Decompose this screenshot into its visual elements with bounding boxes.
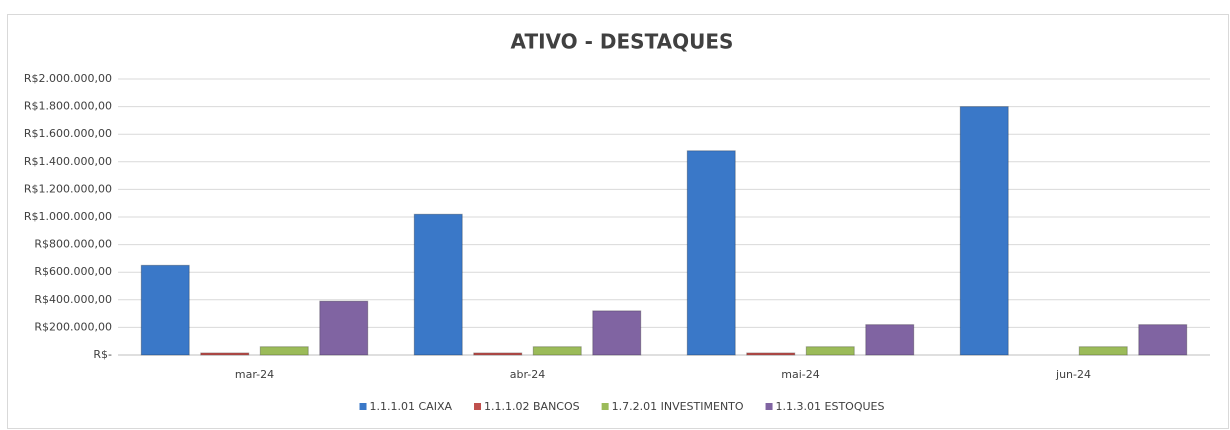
bar	[259, 346, 309, 356]
x-tick-label: abr-24	[510, 368, 546, 381]
legend-label: 1.1.1.01 CAIXA	[370, 400, 453, 413]
legend-label: 1.1.3.01 ESTOQUES	[776, 400, 885, 413]
x-tick-label: mar-24	[235, 368, 274, 381]
bar	[200, 352, 250, 356]
x-tick-label: mai-24	[781, 368, 819, 381]
bar	[959, 106, 1009, 356]
legend-swatch	[359, 403, 367, 410]
bar	[865, 324, 915, 356]
legend-label: 1.1.1.02 BANCOS	[484, 400, 580, 413]
bar	[1078, 346, 1128, 356]
chart-frame	[7, 14, 1229, 429]
bar	[746, 352, 796, 356]
legend-label: 1.7.2.01 INVESTIMENTO	[612, 400, 744, 413]
legend-swatch	[601, 403, 609, 410]
x-tick-label: jun-24	[1055, 368, 1091, 381]
y-tick-label: R$2.000.000,00	[24, 72, 112, 85]
chart-title: ATIVO - DESTAQUES	[511, 30, 734, 54]
bar	[1138, 324, 1188, 356]
y-tick-label: R$-	[93, 348, 112, 361]
bar	[140, 264, 190, 356]
bar	[592, 310, 642, 356]
legend-swatch	[765, 403, 773, 410]
y-tick-label: R$1.800.000,00	[24, 100, 112, 113]
y-tick-label: R$1.400.000,00	[24, 155, 112, 168]
y-tick-label: R$200.000,00	[34, 320, 112, 333]
bar	[532, 346, 582, 356]
y-tick-label: R$1.600.000,00	[24, 127, 112, 140]
bar	[413, 213, 463, 356]
y-tick-label: R$1.200.000,00	[24, 182, 112, 195]
bar	[319, 300, 369, 356]
bar	[805, 346, 855, 356]
y-tick-label: R$800.000,00	[34, 238, 112, 251]
y-tick-label: R$1.000.000,00	[24, 210, 112, 223]
bar	[473, 352, 523, 356]
y-tick-label: R$600.000,00	[34, 265, 112, 278]
legend-swatch	[474, 403, 482, 410]
y-tick-label: R$400.000,00	[34, 293, 112, 306]
bar	[686, 150, 736, 356]
